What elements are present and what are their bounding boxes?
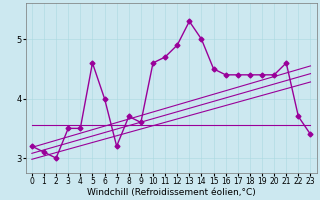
X-axis label: Windchill (Refroidissement éolien,°C): Windchill (Refroidissement éolien,°C) bbox=[87, 188, 256, 197]
